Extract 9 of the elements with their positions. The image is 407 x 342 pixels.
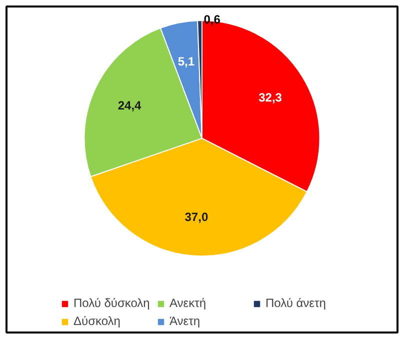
legend-label: Άνετη [170, 314, 202, 328]
legend-label: Πολύ άνετη [266, 296, 327, 310]
data-label: 24,4 [118, 98, 142, 112]
legend-label: Πολύ δύσκολη [74, 296, 151, 310]
data-label: 32,3 [258, 90, 282, 105]
data-label: 5,1 [178, 54, 195, 69]
data-label: 37,0 [184, 210, 208, 224]
legend-label: Ανεκτή [170, 296, 208, 310]
legend-label: Δύσκολη [74, 314, 122, 328]
